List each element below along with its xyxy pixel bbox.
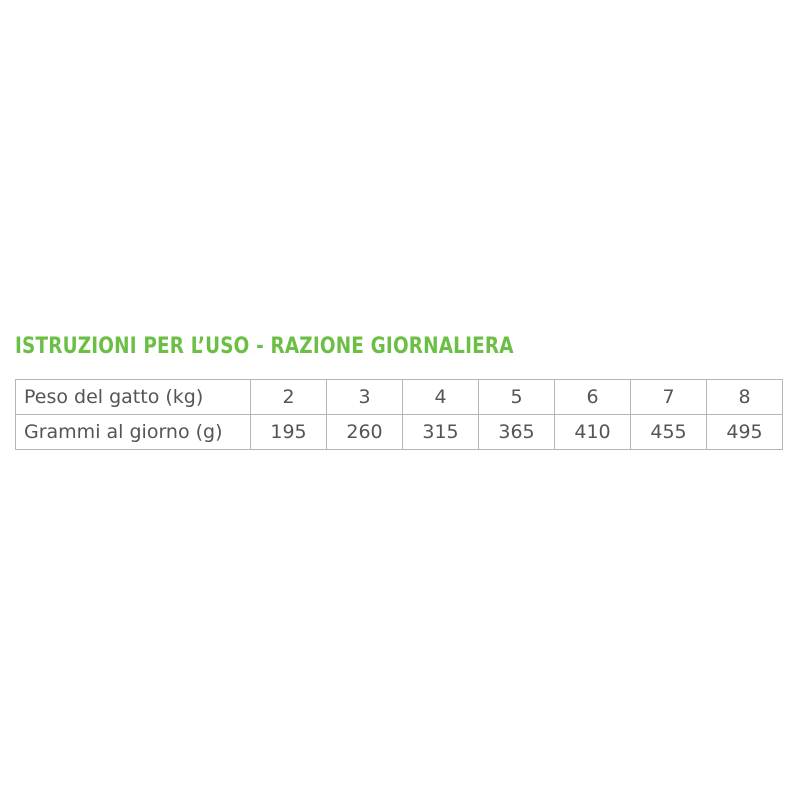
table-cell: 455 (630, 414, 707, 450)
table-cell: 8 (706, 379, 783, 415)
table-cell: 260 (326, 414, 403, 450)
table-cell: 7 (630, 379, 707, 415)
table-row: Peso del gatto (kg) 2 3 4 5 6 7 8 (15, 379, 783, 415)
table-cell: 365 (478, 414, 555, 450)
table-row: Grammi al giorno (g) 195 260 315 365 410 455 49… (15, 414, 783, 450)
table-cell: 5 (478, 379, 555, 415)
table-cell: 495 (706, 414, 783, 450)
row-label: Grammi al giorno (g) (15, 414, 251, 450)
table-cell: 315 (402, 414, 479, 450)
table-cell: 6 (554, 379, 631, 415)
table-cell: 2 (250, 379, 327, 415)
row-label: Peso del gatto (kg) (15, 379, 251, 415)
table-cell: 3 (326, 379, 403, 415)
table-cell: 410 (554, 414, 631, 450)
section-title: ISTRUZIONI PER L’USO - RAZIONE GIORNALIE… (15, 334, 514, 359)
table-cell: 195 (250, 414, 327, 450)
table-cell: 4 (402, 379, 479, 415)
feeding-table: Peso del gatto (kg) 2 3 4 5 6 7 8 Grammi al gior… (15, 379, 783, 450)
